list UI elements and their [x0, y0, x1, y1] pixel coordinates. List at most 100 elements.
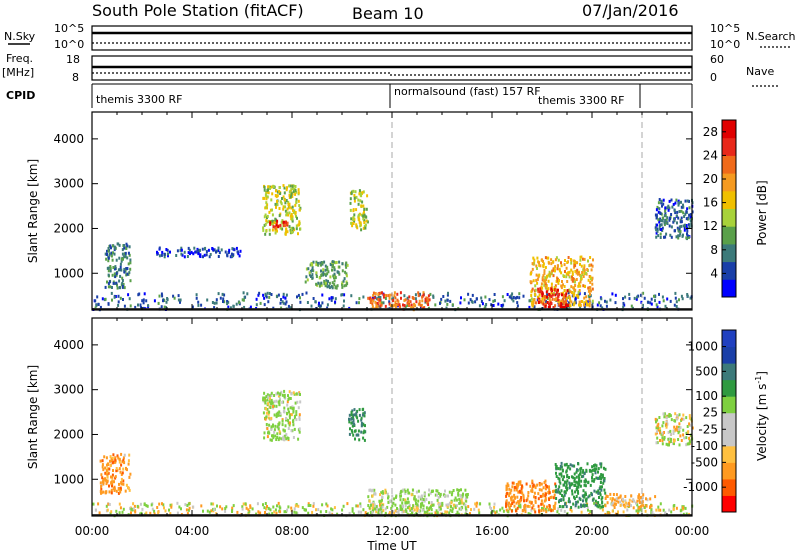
- power-echo-cell: [294, 203, 297, 207]
- vel-echo-cell: [598, 487, 601, 491]
- power-echo-cell: [119, 265, 122, 269]
- power-echo-cell: [379, 304, 382, 308]
- vel-echo-cell: [436, 511, 439, 515]
- vel-echo-cell: [274, 434, 277, 438]
- power-echo-cell: [294, 192, 297, 196]
- power-echo-cell: [360, 213, 363, 217]
- vel-echo-cell: [668, 508, 671, 512]
- vel-echo-cell: [582, 489, 585, 493]
- vel-echo-cell: [665, 442, 668, 446]
- power-echo-cell: [388, 300, 391, 304]
- vel-echo-cell: [291, 405, 294, 409]
- vel-echo-cell: [571, 492, 574, 496]
- power-echo-cell: [338, 272, 341, 276]
- power-echo-cell: [328, 286, 331, 290]
- power-echo-cell: [555, 297, 558, 301]
- power-echo-cell: [328, 281, 331, 285]
- vel-echo-cell: [530, 508, 533, 512]
- power-echo-cell: [556, 277, 559, 281]
- vel-echo-cell: [540, 509, 543, 513]
- power-echo-cell: [107, 259, 110, 263]
- power-echo-cell: [112, 251, 114, 255]
- vel-echo-cell: [295, 511, 298, 515]
- vel-echo-cell: [565, 462, 568, 466]
- vel-echo-cell: [395, 510, 398, 514]
- power-echo-cell: [563, 289, 566, 292]
- power-echo-cell: [396, 292, 399, 296]
- power-echo-cell: [589, 292, 591, 296]
- vel-echo-cell: [270, 425, 273, 429]
- power-echo-cell: [655, 228, 658, 232]
- power-echo-cell: [107, 285, 110, 289]
- vel-echo-cell: [350, 429, 353, 433]
- vel-echo-cell: [558, 472, 561, 476]
- vel-echo-cell: [105, 490, 108, 494]
- power-echo-cell: [614, 293, 617, 297]
- power-echo-cell: [548, 274, 551, 278]
- power-echo-cell: [297, 199, 300, 203]
- vel-echo-cell: [555, 471, 557, 475]
- power-echo-cell: [678, 298, 680, 302]
- power-echo-cell: [492, 299, 495, 303]
- power-echo-cell: [658, 227, 661, 231]
- vel-echo-cell: [349, 427, 351, 431]
- power-echo-cell: [589, 256, 592, 259]
- vel-echo-cell: [375, 510, 378, 514]
- nsky-panel: N.Sky 10^5 10^0 10^5 10^0 N.Search: [4, 22, 796, 51]
- date-label: 07/Jan/2016: [582, 1, 679, 20]
- power-echo-cell: [312, 260, 315, 264]
- power-echo-cell: [230, 254, 233, 258]
- vel-echo-cell: [591, 479, 594, 483]
- power-echo-cell: [350, 221, 353, 225]
- vel-echo-cell: [269, 438, 272, 442]
- vel-echo-cell: [92, 502, 95, 506]
- power-echo-cell: [276, 190, 279, 194]
- vel-echo-cell: [312, 502, 315, 506]
- power-echo-cell: [219, 296, 222, 300]
- power-echo-cell: [167, 254, 169, 258]
- vel-echo-cell: [680, 439, 683, 442]
- power-echo-cell: [295, 214, 297, 218]
- power-echo-cell: [226, 302, 229, 306]
- power-echo-cell: [377, 295, 380, 299]
- power-colorbar-swatch: [722, 279, 736, 298]
- vel-echo-cell: [585, 469, 588, 473]
- vel-echo-cell: [265, 423, 268, 426]
- power-echo-cell: [118, 279, 121, 283]
- power-echo-cell: [276, 200, 278, 203]
- vel-echo-cell: [265, 411, 268, 415]
- vel-echo-cell: [623, 503, 625, 507]
- vel-echo-cell: [402, 488, 405, 492]
- power-echo-cell: [579, 280, 582, 284]
- vel-echo-cell: [281, 437, 284, 441]
- power-echo-cell: [292, 226, 295, 230]
- power-echo-cell: [539, 287, 542, 291]
- power-echo-cell: [583, 292, 586, 296]
- power-echo-cell: [279, 301, 282, 305]
- power-echo-cell: [393, 303, 396, 307]
- cpid-panel: CPID themis 3300 RF normalsound (fast) 1…: [6, 83, 693, 108]
- power-echo-cell: [243, 305, 246, 309]
- vel-echo-cell: [594, 463, 597, 467]
- vel-echo-cell: [153, 509, 156, 513]
- power-echo-cell: [326, 282, 329, 286]
- power-echo-cell: [306, 301, 309, 304]
- cpid-segment-3: themis 3300 RF: [538, 94, 625, 107]
- power-echo-cell: [394, 300, 397, 304]
- power-echo-cell: [297, 232, 299, 236]
- power-echo-cell: [264, 292, 267, 296]
- power-echo-cell: [297, 191, 300, 195]
- vel-echo-cell: [413, 495, 416, 499]
- vel-echo-cell: [287, 505, 290, 509]
- vel-echo-cell: [358, 438, 361, 442]
- vel-echo-cell: [457, 493, 460, 497]
- vel-echo-cell: [594, 503, 597, 507]
- power-echo-cell: [107, 273, 110, 277]
- power-echo-cell: [167, 252, 169, 256]
- power-colorbar-tick-label: 4: [710, 266, 718, 280]
- power-echo-cell: [404, 305, 407, 309]
- power-echo-cell: [344, 263, 347, 267]
- power-echo-cell: [208, 255, 211, 259]
- vel-echo-cell: [685, 416, 688, 420]
- velocity-colorbar-swatch: [722, 445, 736, 463]
